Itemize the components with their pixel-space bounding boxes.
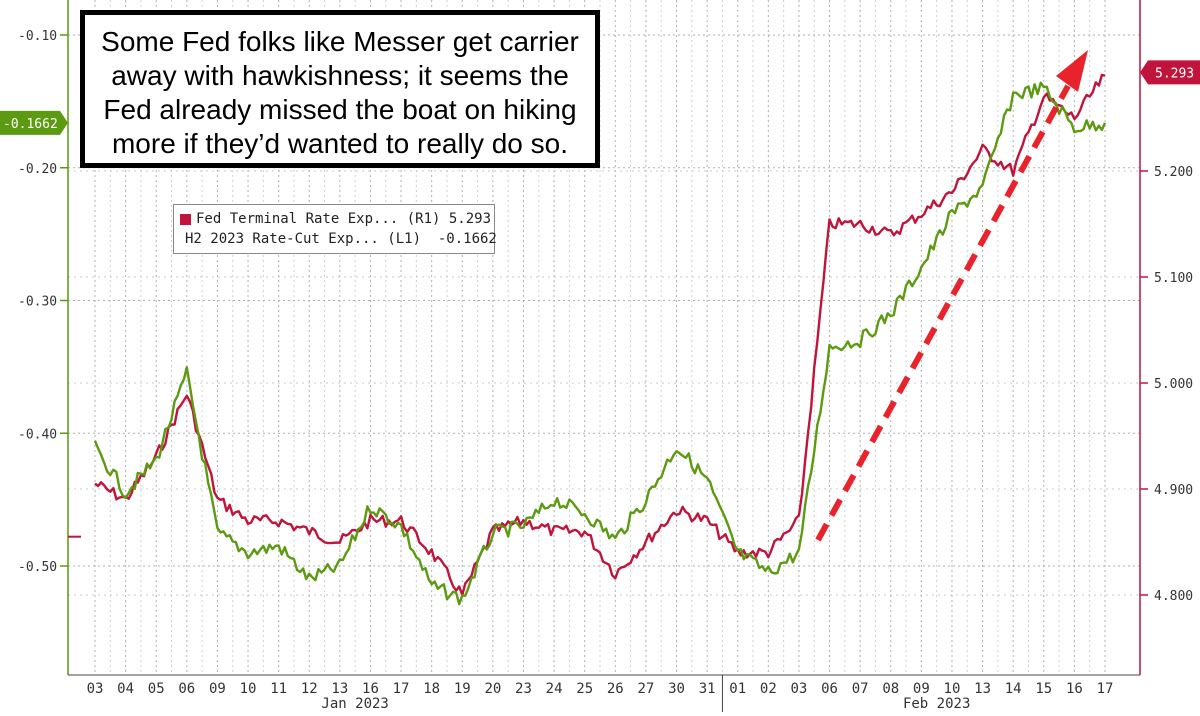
x-axis-tick-label: 25 <box>576 681 593 697</box>
x-axis-tick-label: 27 <box>637 681 654 697</box>
legend-label: H2 2023 Rate-Cut Exp... (L1) -0.1662 <box>185 231 497 247</box>
x-axis-tick-label: 03 <box>87 681 104 697</box>
x-axis-tick-label: 06 <box>178 681 195 697</box>
x-axis-tick-label: 18 <box>423 681 440 697</box>
x-axis-tick-label: 20 <box>484 681 501 697</box>
x-axis-tick-label: 15 <box>1035 681 1052 697</box>
x-axis-tick-label: 08 <box>882 681 899 697</box>
x-axis-tick-label: 11 <box>270 681 287 697</box>
red-series-line <box>94 73 1106 597</box>
legend-item-red: Fed Terminal Rate Exp... (R1) 5.293 <box>180 209 494 229</box>
x-axis-tick-label: 16 <box>362 681 379 697</box>
x-axis-tick-label: 02 <box>760 681 777 697</box>
right-axis-tick-label: 5.000 <box>1154 377 1193 392</box>
x-axis-tick-label: 26 <box>607 681 624 697</box>
x-axis-tick-label: 09 <box>209 681 226 697</box>
x-axis-tick-label: 04 <box>117 681 134 697</box>
x-axis-tick-label: 12 <box>301 681 318 697</box>
right-value-callout-text: 5.293 <box>1155 66 1194 81</box>
annotation-line: more if they’d wanted to really do so. <box>111 128 568 159</box>
x-axis-tick-label: 09 <box>913 681 930 697</box>
x-axis-tick-label: 30 <box>668 681 685 697</box>
left-axis-tick-label: -0.50 <box>18 560 57 575</box>
legend-item-green: H2 2023 Rate-Cut Exp... (L1) -0.1662 <box>180 229 497 249</box>
right-value-callout <box>1140 60 1200 85</box>
month-label: Jan 2023 <box>321 696 388 712</box>
x-axis-tick-label: 10 <box>240 681 257 697</box>
x-axis-tick-label: 03 <box>791 681 808 697</box>
legend-label: Fed Terminal Rate Exp... (R1) 5.293 <box>196 211 492 227</box>
right-axis-tick-label: 5.100 <box>1154 271 1193 286</box>
left-axis-tick-label: -0.20 <box>18 162 57 177</box>
x-axis-tick-label: 14 <box>1005 681 1022 697</box>
x-axis-tick-label: 01 <box>729 681 746 697</box>
x-axis-tick-label: 17 <box>1097 681 1114 697</box>
x-axis-tick-label: 13 <box>974 681 991 697</box>
annotation-box: Some Fed folks like Messer get carrier a… <box>80 10 600 168</box>
legend: Fed Terminal Rate Exp... (R1) 5.293 H2 2… <box>173 204 497 254</box>
legend-swatch-icon <box>180 213 191 225</box>
right-axis-tick-label: 5.200 <box>1154 165 1193 180</box>
left-axis-tick-label: -0.30 <box>18 295 57 310</box>
annotation-line: Some Fed folks like Messer get carrier <box>101 26 579 57</box>
right-axis-tick-label: 4.800 <box>1154 589 1193 604</box>
x-axis-tick-label: 23 <box>515 681 532 697</box>
x-axis-tick-label: 06 <box>821 681 838 697</box>
x-axis-tick-label: 16 <box>1066 681 1083 697</box>
right-axis-tick-label: 4.900 <box>1154 483 1193 498</box>
x-axis-tick-label: 24 <box>546 681 563 697</box>
x-axis-tick-label: 31 <box>699 681 716 697</box>
x-axis-tick-label: 07 <box>852 681 869 697</box>
dashed-arrow-line <box>815 84 1071 542</box>
left-value-callout <box>0 110 68 135</box>
month-label: Feb 2023 <box>903 696 970 712</box>
x-axis-tick-label: 05 <box>148 681 165 697</box>
green-series-line <box>93 81 1107 606</box>
x-axis-tick-label: 19 <box>454 681 471 697</box>
x-axis-tick-label: 13 <box>331 681 348 697</box>
x-axis-tick-label: 10 <box>944 681 961 697</box>
annotation-line: away with hawkishness; it seems the <box>111 60 569 91</box>
arrow-head-icon <box>1056 50 1088 92</box>
x-axis-tick-label: 17 <box>393 681 410 697</box>
annotation-line: Fed already missed the boat on hiking <box>103 94 577 125</box>
left-value-callout-text: -0.1662 <box>3 117 58 132</box>
left-axis-tick-label: -0.10 <box>18 29 57 44</box>
left-axis-tick-label: -0.40 <box>18 427 57 442</box>
